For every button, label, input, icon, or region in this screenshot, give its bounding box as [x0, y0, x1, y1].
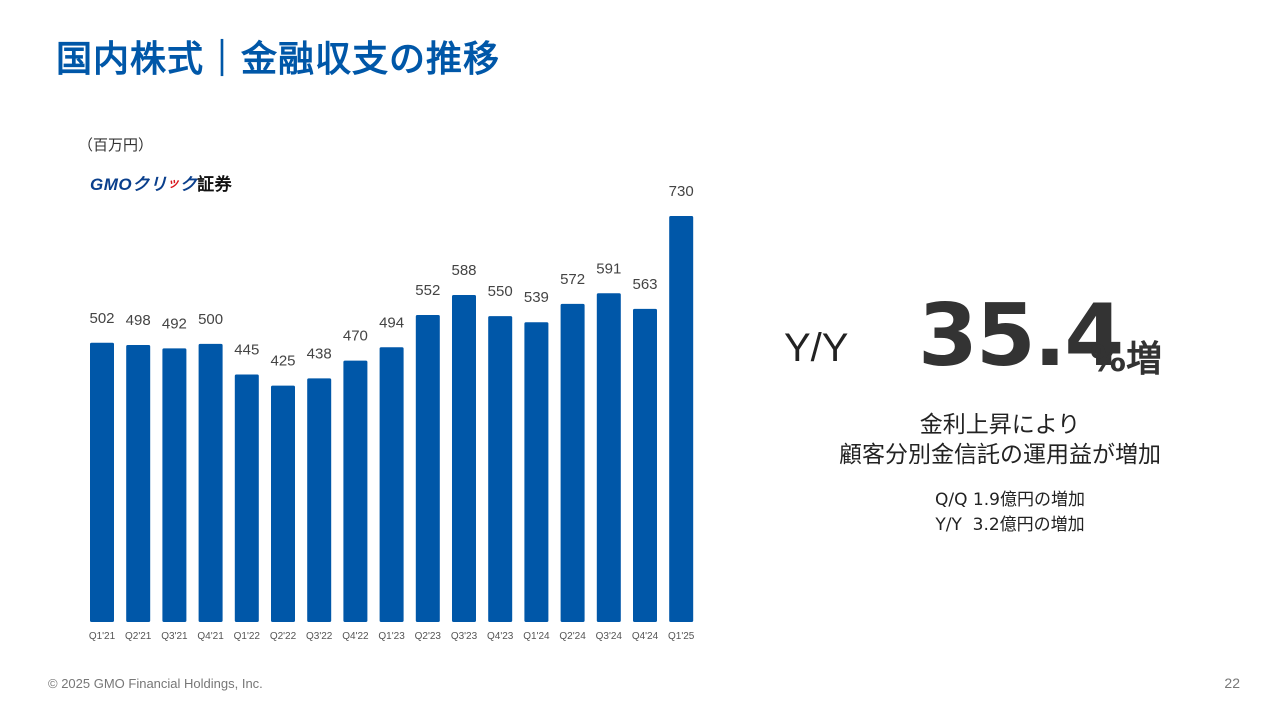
page-number: 22 [1224, 675, 1240, 691]
bar-Q3'24 [596, 293, 621, 622]
logo-text-main: GMOクリ [90, 174, 168, 194]
tick-label-Q4'21: Q4'21 [197, 631, 224, 642]
tick-label-Q3'24: Q3'24 [596, 631, 623, 642]
tick-label-Q3'21: Q3'21 [161, 631, 188, 642]
bar-Q4'22 [343, 360, 368, 622]
bar-Q1'22 [234, 374, 259, 622]
yy-growth-value: 35.4 [918, 286, 1124, 386]
bar-Q2'23 [415, 314, 440, 622]
tick-label-Q4'22: Q4'22 [342, 631, 369, 642]
page-title: 国内株式｜金融収支の推移 [56, 39, 501, 80]
bar-Q1'24 [524, 322, 549, 622]
bar-Q2'22 [271, 385, 295, 622]
data-label-Q3'23: 588 [451, 262, 476, 279]
data-label-Q2'23: 552 [415, 282, 440, 299]
tick-label-Q3'23: Q3'23 [451, 631, 478, 642]
tick-label-Q4'24: Q4'24 [632, 631, 659, 642]
yy-growth-unit: %増 [1090, 339, 1163, 380]
detail-text: Q/Q 1.9億円の増加 Y/Y 3.2億円の増加 [860, 488, 1160, 538]
bar-Q2'24 [560, 303, 585, 622]
bar-Q1'21 [90, 342, 114, 622]
bar-Q2'21 [126, 345, 151, 622]
data-label-Q1'23: 494 [379, 314, 404, 331]
unit-label: （百万円） [78, 136, 154, 154]
reason-line-2: 顧客分別金信託の運用益が増加 [839, 442, 1161, 468]
data-label-Q4'22: 470 [343, 328, 368, 345]
tick-label-Q1'21: Q1'21 [89, 631, 116, 642]
data-label-Q3'21: 492 [162, 315, 187, 332]
copyright: © 2025 GMO Financial Holdings, Inc. [48, 676, 263, 691]
logo-text-plain: 証券 [197, 174, 233, 194]
data-label-Q3'22: 438 [307, 345, 332, 362]
tick-label-Q1'24: Q1'24 [523, 631, 550, 642]
logo-text-tail: ク [179, 174, 198, 194]
data-label-Q1'25: 730 [669, 183, 694, 200]
data-label-Q2'24: 572 [560, 271, 585, 288]
data-label-Q4'23: 550 [488, 283, 513, 300]
reason-line-1: 金利上昇により [919, 412, 1081, 438]
bar-Q4'24 [633, 308, 657, 622]
detail-line-qq: Q/Q 1.9億円の増加 [935, 490, 1085, 510]
tick-label-Q4'23: Q4'23 [487, 631, 514, 642]
yy-label: Y/Y [784, 326, 849, 370]
data-label-Q2'21: 498 [126, 312, 151, 329]
bar-Q4'21 [198, 343, 223, 622]
tick-label-Q2'23: Q2'23 [415, 631, 442, 642]
bar-Q3'22 [307, 378, 332, 622]
bar-Q3'21 [162, 348, 187, 622]
data-label-Q4'21: 500 [198, 311, 223, 328]
data-label-Q4'24: 563 [632, 276, 657, 293]
tick-label-Q2'21: Q2'21 [125, 631, 152, 642]
bar-Q1'25 [669, 216, 694, 622]
gmo-click-logo: GMOクリック証券 [90, 170, 232, 194]
data-label-Q1'24: 539 [524, 289, 549, 306]
tick-label-Q1'25: Q1'25 [668, 631, 695, 642]
data-label-Q3'24: 591 [596, 260, 621, 277]
bar-Q4'23 [488, 316, 513, 622]
detail-line-yy: Y/Y 3.2億円の増加 [935, 515, 1085, 535]
tick-label-Q1'22: Q1'22 [234, 631, 261, 642]
logo-text-accent: ッ [167, 175, 180, 190]
data-label-Q1'21: 502 [89, 310, 114, 327]
data-label-Q1'22: 445 [234, 342, 259, 359]
tick-label-Q1'23: Q1'23 [378, 631, 405, 642]
tick-label-Q3'22: Q3'22 [306, 631, 333, 642]
data-label-Q2'22: 425 [270, 353, 295, 370]
bar-Q1'23 [379, 347, 404, 622]
bar-Q3'23 [452, 294, 476, 622]
tick-label-Q2'24: Q2'24 [559, 631, 586, 642]
tick-label-Q2'22: Q2'22 [270, 631, 297, 642]
reason-text: 金利上昇により 顧客分別金信託の運用益が増加 [780, 410, 1220, 470]
